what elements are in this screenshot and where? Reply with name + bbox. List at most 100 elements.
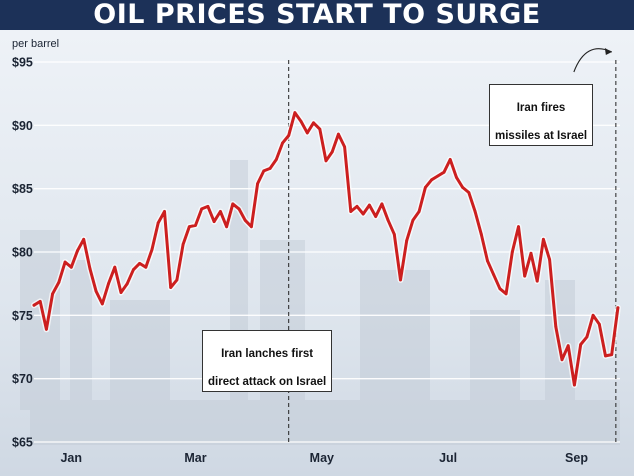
data-point [132,268,135,272]
data-point [492,273,496,277]
data-point [510,250,514,254]
data-point [386,218,390,222]
data-point [94,289,98,293]
annotation-line: direct attack on Israel [208,376,327,388]
data-point [542,237,545,241]
x-tick-label: Sep [565,451,588,465]
data-point [274,158,278,161]
data-point [349,210,353,213]
data-point [305,131,309,135]
data-point [368,203,371,207]
data-point [374,215,378,218]
data-point [82,237,86,241]
data-point [560,358,564,362]
data-point [343,145,346,149]
data-point [231,202,235,206]
data-point [604,354,607,358]
data-point [256,182,259,186]
x-tick-label: Mar [184,451,206,465]
data-point [504,292,508,296]
data-point [57,281,61,284]
data-point [442,170,446,174]
data-point [225,225,229,229]
data-point [150,248,154,251]
data-point [113,265,117,269]
data-point [181,243,185,246]
data-point [63,260,67,264]
data-point [337,132,340,136]
data-point [473,210,477,213]
data-point [107,282,110,286]
x-tick-label: May [310,451,334,465]
annotation-line: Iran fires [516,102,566,114]
y-tick-label: $90 [12,119,33,133]
annotation-line: missiles at Israel [495,130,588,142]
data-point [486,259,489,263]
data-point [250,225,253,229]
data-point [125,282,129,286]
data-point [88,267,92,270]
data-point [461,186,464,189]
annotation-first-attack: Iran lanches first direct attack on Isra… [202,330,333,392]
data-point [610,353,614,356]
data-point [529,251,533,255]
data-point [417,210,421,213]
data-point [212,220,216,224]
data-point [156,221,160,225]
x-tick-labels: Jan Mar May Jul Sep [60,451,588,465]
grid-lines [34,61,620,443]
data-point [38,300,42,303]
data-point [175,278,179,282]
data-point [424,186,427,189]
data-point [498,287,502,291]
data-point [399,278,402,282]
data-point [318,127,322,131]
data-point [138,262,142,265]
data-point [237,207,241,211]
data-point [392,232,396,236]
data-point [448,158,452,161]
data-point [380,202,384,206]
data-point [355,205,359,208]
chart-title: OIL PRICES START TO SURGE [93,0,541,30]
data-point [100,302,104,306]
x-tick-label: Jan [60,451,82,465]
y-axis-label: per barrel [12,38,59,50]
data-point [436,174,440,178]
data-point [51,292,54,296]
data-point [579,343,583,346]
data-point [597,322,601,326]
data-point [523,274,527,278]
data-point [554,325,558,329]
data-point [144,265,148,269]
data-point [262,169,266,173]
data-point [194,224,197,227]
price-series [31,109,621,388]
y-tick-label: $80 [12,246,33,260]
data-point [455,175,458,179]
data-point [200,207,204,211]
data-point [293,111,297,115]
data-point [361,212,365,216]
data-point [517,225,520,229]
data-point [45,327,48,331]
data-point [187,225,191,229]
data-point [281,141,284,145]
data-point [479,232,483,236]
data-point [585,335,589,339]
data-point [430,178,433,182]
data-point [219,210,222,213]
data-point [535,279,539,283]
annotation-line: Iran lanches first [221,348,314,360]
y-tick-label: $85 [12,182,33,196]
data-point [467,191,471,194]
x-tick-label: Jul [439,451,457,465]
data-point [163,210,166,213]
data-point [324,159,328,163]
data-point [119,291,123,294]
data-point [287,134,291,137]
data-point [411,218,415,222]
data-point [566,344,570,348]
y-tick-label: $70 [12,372,33,386]
